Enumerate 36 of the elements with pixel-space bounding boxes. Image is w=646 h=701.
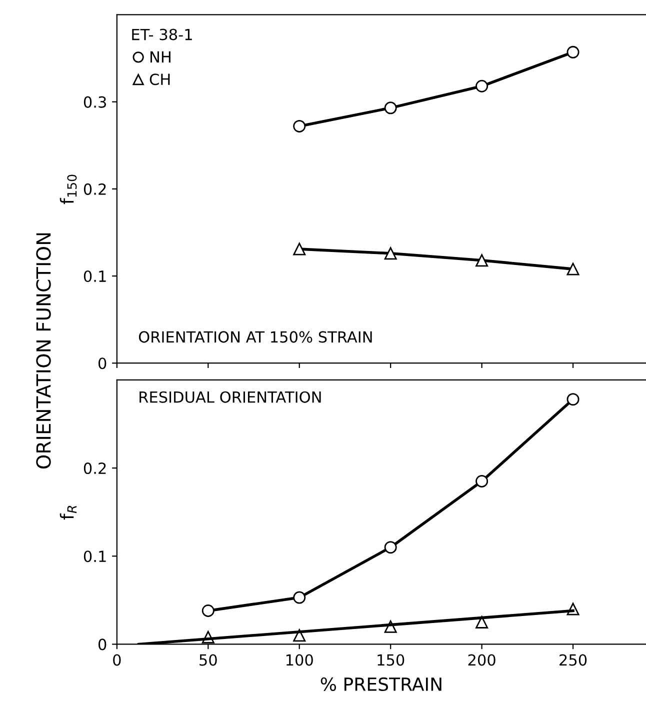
- point: [202, 604, 214, 617]
- y-axis-title: f$_{150}$: [60, 174, 77, 204]
- text: ORIENTATION FUNCTION: [36, 233, 51, 469]
- y-tick-label: 0: [98, 358, 106, 370]
- y-tick-label: 0.1: [84, 550, 106, 562]
- point: [566, 262, 580, 276]
- y-tick-label: 0.3: [84, 96, 106, 108]
- x-tick-label: 150: [378, 654, 404, 666]
- x-tick-label: 200: [468, 654, 496, 666]
- x-axis-title: % PRESTRAIN: [320, 677, 442, 692]
- x-tick-label: 0: [113, 654, 121, 666]
- y-tick-label: 0.1: [84, 270, 106, 282]
- y-tick-label: 0.2: [84, 462, 106, 474]
- point: [476, 80, 488, 92]
- annotation: ORIENTATION AT 150% STRAIN: [138, 331, 372, 343]
- point: [293, 242, 306, 256]
- point: [566, 393, 580, 406]
- annotation: RESIDUAL ORIENTATION: [140, 391, 321, 403]
- legend-label: CH: [150, 74, 170, 86]
- point: [384, 541, 397, 554]
- x-tick-label: 100: [286, 654, 313, 666]
- y-axis-title: f$_{R}$: [60, 506, 77, 520]
- point: [476, 616, 488, 628]
- point: [476, 475, 488, 488]
- point: [384, 102, 397, 114]
- point: [293, 591, 306, 604]
- y-tick-label: 0: [98, 638, 106, 650]
- x-tick-label: 250: [560, 654, 587, 666]
- legend-label: NH: [150, 51, 170, 63]
- legend-title: ET- 38-1: [132, 28, 192, 40]
- point: [566, 46, 580, 58]
- y-tick-label: 0.2: [84, 183, 106, 195]
- point: [476, 254, 488, 267]
- x-tick-label: 50: [200, 654, 217, 666]
- point: [384, 247, 397, 260]
- point: [293, 120, 306, 132]
